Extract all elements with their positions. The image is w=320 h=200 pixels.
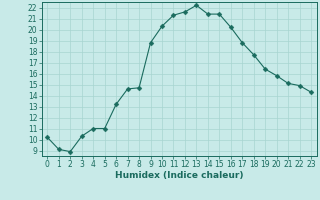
X-axis label: Humidex (Indice chaleur): Humidex (Indice chaleur)	[115, 171, 244, 180]
